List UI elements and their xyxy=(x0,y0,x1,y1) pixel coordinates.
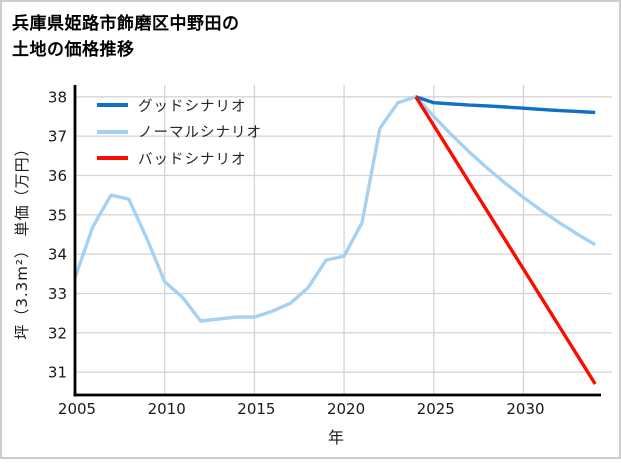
y-tick-label: 35 xyxy=(48,206,67,224)
normal-scenario-line xyxy=(73,95,597,323)
x-tick-label: 2025 xyxy=(417,400,455,418)
legend: グッドシナリオ ノーマルシナリオ バッドシナリオ xyxy=(97,92,262,172)
good-scenario-line xyxy=(415,95,596,115)
x-tick-label: 2010 xyxy=(148,400,186,418)
y-tick-label: 38 xyxy=(48,88,67,106)
legend-item: バッドシナリオ xyxy=(97,145,262,172)
x-tick-label: 2015 xyxy=(237,400,275,418)
bad-scenario-legend-swatch xyxy=(97,156,128,161)
legend-label: バッドシナリオ xyxy=(138,151,247,168)
x-tick-label: 2020 xyxy=(327,400,365,418)
x-axis-label: 年 xyxy=(327,428,344,447)
x-tick-label: 2030 xyxy=(506,400,544,418)
legend-item: グッドシナリオ xyxy=(97,92,262,119)
normal-scenario-legend-swatch xyxy=(97,129,128,134)
y-tick-label: 36 xyxy=(48,167,67,185)
x-tick-label: 2005 xyxy=(58,400,96,418)
y-axis-label: 坪（3.3m²） 単価（万円） xyxy=(13,140,31,340)
legend-item: ノーマルシナリオ xyxy=(97,119,262,146)
y-tick-label: 31 xyxy=(48,364,67,382)
plot-area: 31 32 33 34 35 36 37 38 2005 2010 2015 2020 2025 2030 xyxy=(48,85,612,418)
good-scenario-legend-swatch xyxy=(97,103,128,108)
legend-label: ノーマルシナリオ xyxy=(138,125,262,142)
y-tick-label: 37 xyxy=(48,128,67,146)
legend-label: グッドシナリオ xyxy=(138,98,247,115)
chart-title: 兵庫県姫路市飾磨区中野田の 土地の価格推移 xyxy=(12,14,240,60)
y-tick-label: 34 xyxy=(48,246,67,264)
y-tick-label: 33 xyxy=(48,285,67,303)
bad-scenario-line xyxy=(414,95,597,385)
y-tick-label: 32 xyxy=(48,324,67,342)
